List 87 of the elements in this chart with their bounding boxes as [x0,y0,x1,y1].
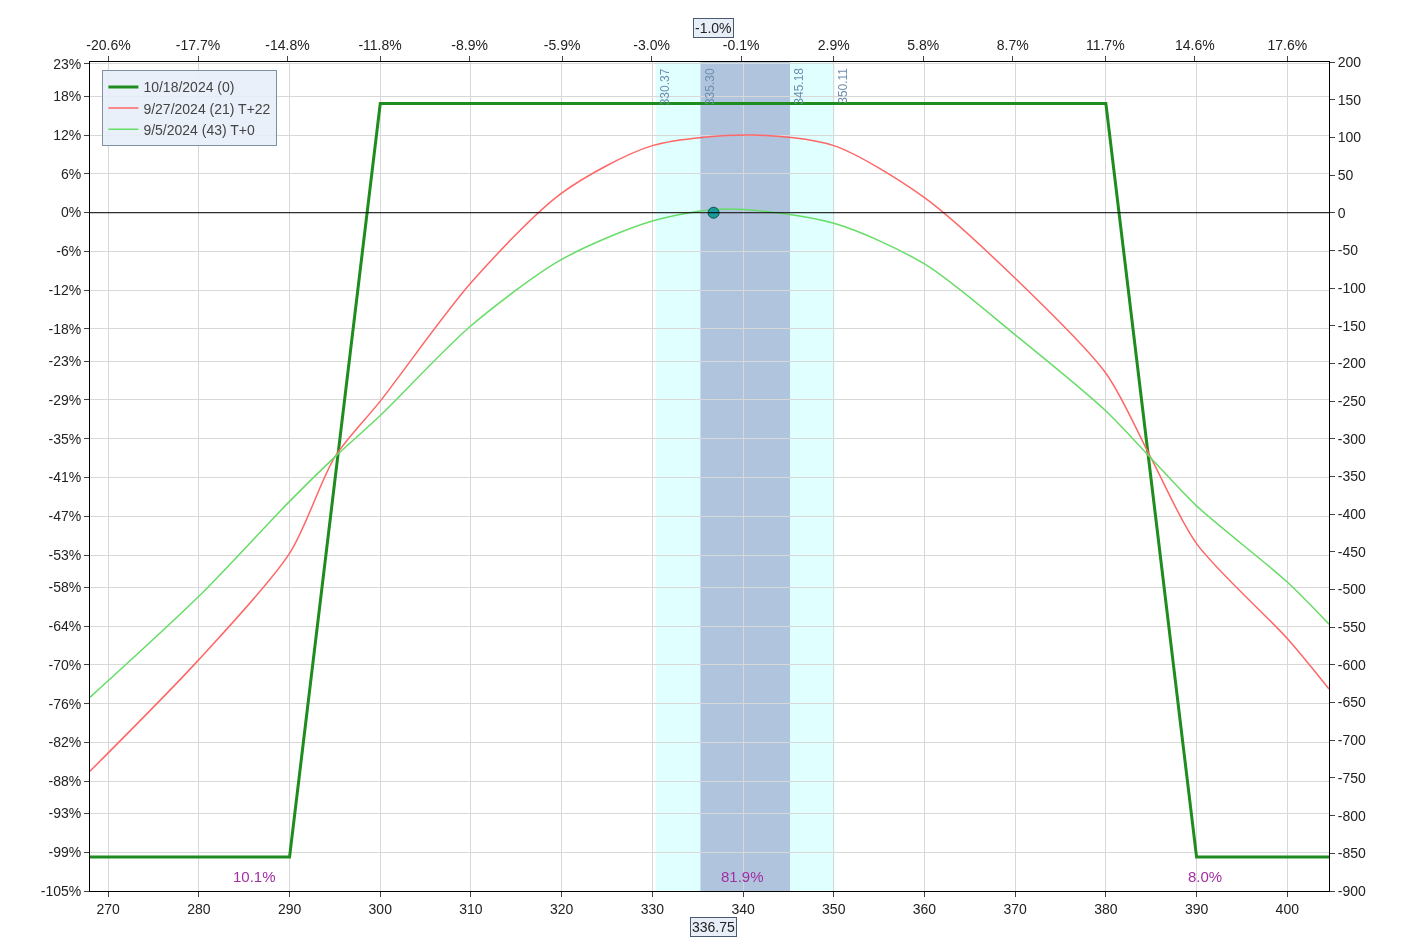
x-tick-label: 400 [1275,900,1300,917]
y2-tick-label: -100 [1337,279,1367,296]
text: -1.0% [695,20,732,36]
y-tick-label: -88% [48,773,82,790]
y2-tick-label: 150 [1337,91,1362,108]
y-tick-label: -76% [48,695,82,712]
y-tick-label: 23% [53,55,82,72]
x2-tick-label: -3.0% [633,37,670,54]
y-tick-label: 12% [53,126,82,143]
y2-tick-label: 0 [1337,204,1346,221]
y-tick-label: -23% [48,353,82,370]
y-tick-label: -18% [48,320,82,337]
y-tick-label: -12% [48,281,82,298]
y2-tick-label: -400 [1337,506,1367,523]
x2-tick-label: -8.9% [451,37,488,54]
text: 336.75 [692,919,736,935]
y-tick-label: -70% [48,656,82,673]
y-tick-label: -35% [48,430,82,447]
y2-tick-label: -150 [1337,317,1367,334]
y2-tick-label: -750 [1337,769,1367,786]
legend-label: 9/5/2024 (43) T+0 [143,121,256,138]
y-tick-label: -93% [48,805,82,822]
y-tick-label: -105% [40,882,82,899]
y2-tick-label: 50 [1337,166,1354,183]
legend-label: 10/18/2024 (0) [143,79,235,96]
x2-tick-label: -14.8% [265,37,310,54]
annotation: 345.18 [792,67,807,105]
y2-tick-label: -700 [1337,732,1367,749]
y2-tick-label: -200 [1337,355,1367,372]
y-tick-label: -58% [48,579,82,596]
x-tick-label: 320 [549,900,574,917]
x-tick-label: 390 [1184,900,1209,917]
y2-tick-label: -50 [1337,242,1359,259]
annotation: 330.37 [658,68,673,106]
x2-tick-label: -0.1% [722,37,760,54]
x-tick-label: 370 [1003,900,1028,917]
annotation: 10.1% [233,868,276,885]
y2-tick-label: 100 [1337,129,1362,146]
y-tick-label: 18% [53,88,82,105]
annotation: 8.0% [1188,868,1223,885]
y2-tick-label: -450 [1337,543,1367,560]
x-tick-label: 310 [459,900,483,917]
y2-tick-label: -500 [1337,581,1367,598]
x2-tick-label: -17.7% [175,37,221,54]
y2-tick-label: -600 [1337,656,1367,673]
annotation: 335.30 [702,68,717,106]
y2-tick-label: -800 [1337,807,1367,824]
y-tick-label: -64% [48,617,82,634]
x2-tick-label: 5.8% [907,37,940,54]
legend-label: 9/27/2024 (21) T+22 [143,100,271,117]
x2-tick-label: 14.6% [1174,37,1215,54]
y2-tick-label: -250 [1337,393,1367,410]
x-tick-label: 380 [1094,900,1118,917]
y-tick-label: 6% [60,165,82,182]
annotation: 81.9% [721,868,764,885]
y2-tick-label: -300 [1337,430,1367,447]
y2-tick-label: -650 [1337,694,1367,711]
x2-tick-label: -20.6% [86,37,131,54]
y-tick-label: -47% [48,508,82,525]
x-tick-label: 350 [822,900,846,917]
x-tick-label: 270 [96,900,121,917]
x-tick-label: 330 [640,900,665,917]
x2-tick-label: -11.8% [358,37,402,54]
y2-tick-label: -850 [1337,845,1367,862]
x2-tick-label: 8.7% [996,37,1029,54]
x2-tick-label: -5.9% [543,37,581,54]
y2-tick-label: -550 [1337,619,1367,636]
y2-tick-label: 200 [1337,53,1362,70]
y-tick-label: -6% [56,243,82,260]
x2-tick-label: 17.6% [1267,37,1308,54]
y-tick-label: -29% [48,391,82,408]
y-tick-label: -53% [48,546,82,563]
y-tick-label: -41% [48,469,82,486]
x2-tick-label: 11.7% [1085,37,1125,54]
x2-tick-label: 2.9% [817,37,850,54]
x-tick-label: 290 [277,900,302,917]
y-tick-label: 0% [60,204,82,221]
annotation: 350.11 [836,67,851,104]
line-series [90,208,1329,699]
x-tick-label: 340 [731,900,755,917]
x-tick-label: 300 [368,900,393,917]
y2-tick-label: -350 [1337,468,1367,485]
x-tick-label: 280 [187,900,211,917]
y2-tick-label: -900 [1337,882,1367,899]
y-tick-label: -99% [48,844,82,861]
y-tick-label: -82% [48,734,82,751]
x-tick-label: 360 [912,900,937,917]
